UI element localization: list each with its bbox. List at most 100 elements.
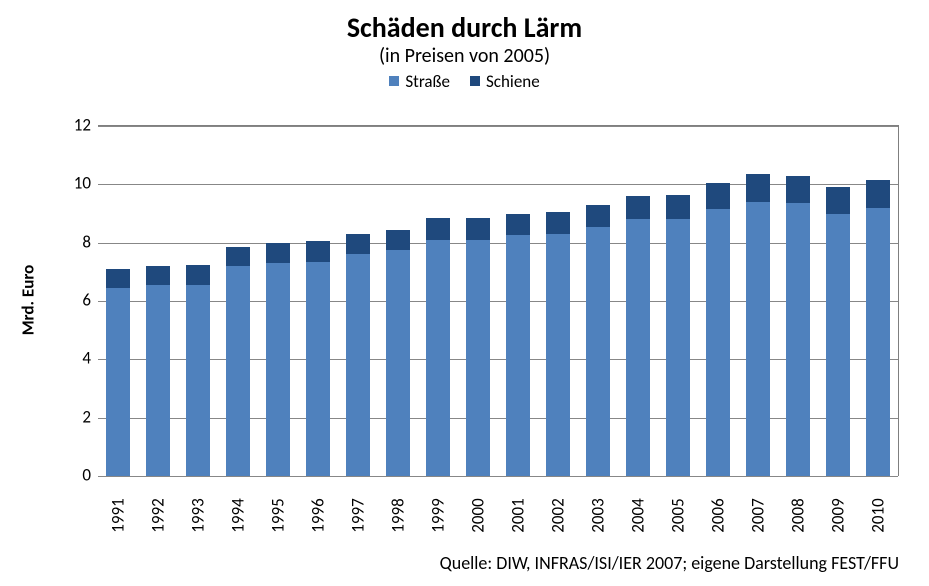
bar [306, 126, 331, 476]
bar-segment [506, 214, 531, 236]
chart-legend: Straße Schiene [0, 70, 929, 92]
bar [106, 126, 131, 476]
bar-segment [106, 269, 131, 288]
legend-item: Schiene [470, 71, 540, 92]
legend-label: Straße [405, 71, 450, 92]
bar-segment [746, 174, 771, 202]
bar [746, 126, 771, 476]
bar [546, 126, 571, 476]
x-tick-label: 2001 [508, 498, 529, 532]
x-tick-label: 2002 [548, 498, 569, 532]
bar-segment [466, 218, 491, 240]
bar-segment [786, 176, 811, 204]
bar-segment [106, 288, 131, 476]
bar-segment [546, 234, 571, 476]
bar-segment [426, 240, 451, 476]
x-tick-label: 1991 [108, 498, 129, 532]
bar-segment [306, 262, 331, 476]
y-tick-label: 0 [51, 465, 91, 486]
x-tick-label: 2006 [708, 498, 729, 532]
x-tick-label: 2007 [748, 498, 769, 532]
y-tick-label: 4 [51, 348, 91, 369]
legend-label: Schiene [486, 71, 540, 92]
bar-segment [666, 195, 691, 220]
x-tick-label: 1994 [228, 498, 249, 532]
bar-segment [226, 247, 251, 266]
x-tick-label: 1998 [388, 498, 409, 532]
bar [786, 126, 811, 476]
bar [826, 126, 851, 476]
legend-swatch [470, 76, 480, 86]
bar-segment [746, 202, 771, 476]
bar [186, 126, 211, 476]
x-tick-label: 1993 [188, 498, 209, 532]
x-tick-label: 1999 [428, 498, 449, 532]
bar-segment [386, 230, 411, 250]
bar-segment [706, 183, 731, 209]
legend-item: Straße [389, 71, 450, 92]
bar-segment [506, 235, 531, 476]
bar-segment [866, 208, 891, 476]
bar-segment [386, 250, 411, 476]
bars-layer [98, 126, 898, 476]
bar-segment [266, 263, 291, 476]
bar-segment [626, 196, 651, 219]
bar-segment [586, 227, 611, 476]
x-tick-label: 1997 [348, 498, 369, 532]
bar [466, 126, 491, 476]
x-tick-label: 1995 [268, 498, 289, 532]
bar-segment [346, 254, 371, 476]
bar [146, 126, 171, 476]
chart-subtitle: (in Preisen von 2005) [0, 44, 929, 68]
y-tick-label: 12 [51, 115, 91, 136]
legend-swatch [389, 76, 399, 86]
bar [666, 126, 691, 476]
x-tick-label: 1996 [308, 498, 329, 532]
bar-segment [306, 241, 331, 261]
x-tick-label: 2008 [788, 498, 809, 532]
y-tick-label: 8 [51, 231, 91, 252]
bar [346, 126, 371, 476]
bar [426, 126, 451, 476]
bar [386, 126, 411, 476]
x-tick-label: 2003 [588, 498, 609, 532]
bar [226, 126, 251, 476]
bar-segment [786, 203, 811, 476]
y-axis-label: Mrd. Euro [18, 265, 39, 336]
x-tick-label: 1992 [148, 498, 169, 532]
bar-segment [866, 180, 891, 208]
bar-segment [466, 240, 491, 476]
bar-segment [586, 205, 611, 227]
bar-segment [186, 285, 211, 476]
x-tick-label: 2009 [828, 498, 849, 532]
bar-segment [706, 209, 731, 476]
chart-container: Schäden durch Lärm (in Preisen von 2005)… [0, 0, 929, 586]
bar-segment [346, 234, 371, 254]
bar-segment [426, 218, 451, 240]
bar [506, 126, 531, 476]
bar-segment [186, 265, 211, 285]
bar-segment [826, 214, 851, 477]
gridline [98, 476, 898, 477]
bar-segment [666, 219, 691, 476]
bar-segment [626, 219, 651, 476]
bar [266, 126, 291, 476]
source-caption: Quelle: DIW, INFRAS/ISI/IER 2007; eigene… [0, 552, 899, 574]
bar [626, 126, 651, 476]
bar-segment [146, 285, 171, 476]
x-tick-label: 2010 [868, 498, 889, 532]
chart-title: Schäden durch Lärm [0, 10, 929, 45]
bar-segment [546, 212, 571, 234]
y-tick-label: 6 [51, 290, 91, 311]
x-tick-label: 2005 [668, 498, 689, 532]
bar-segment [826, 187, 851, 213]
plot-area [98, 125, 899, 476]
bar-segment [146, 266, 171, 285]
bar [586, 126, 611, 476]
y-tick-label: 2 [51, 406, 91, 427]
x-tick-label: 2000 [468, 498, 489, 532]
bar [706, 126, 731, 476]
bar [866, 126, 891, 476]
x-tick-label: 2004 [628, 498, 649, 532]
bar-segment [266, 243, 291, 263]
